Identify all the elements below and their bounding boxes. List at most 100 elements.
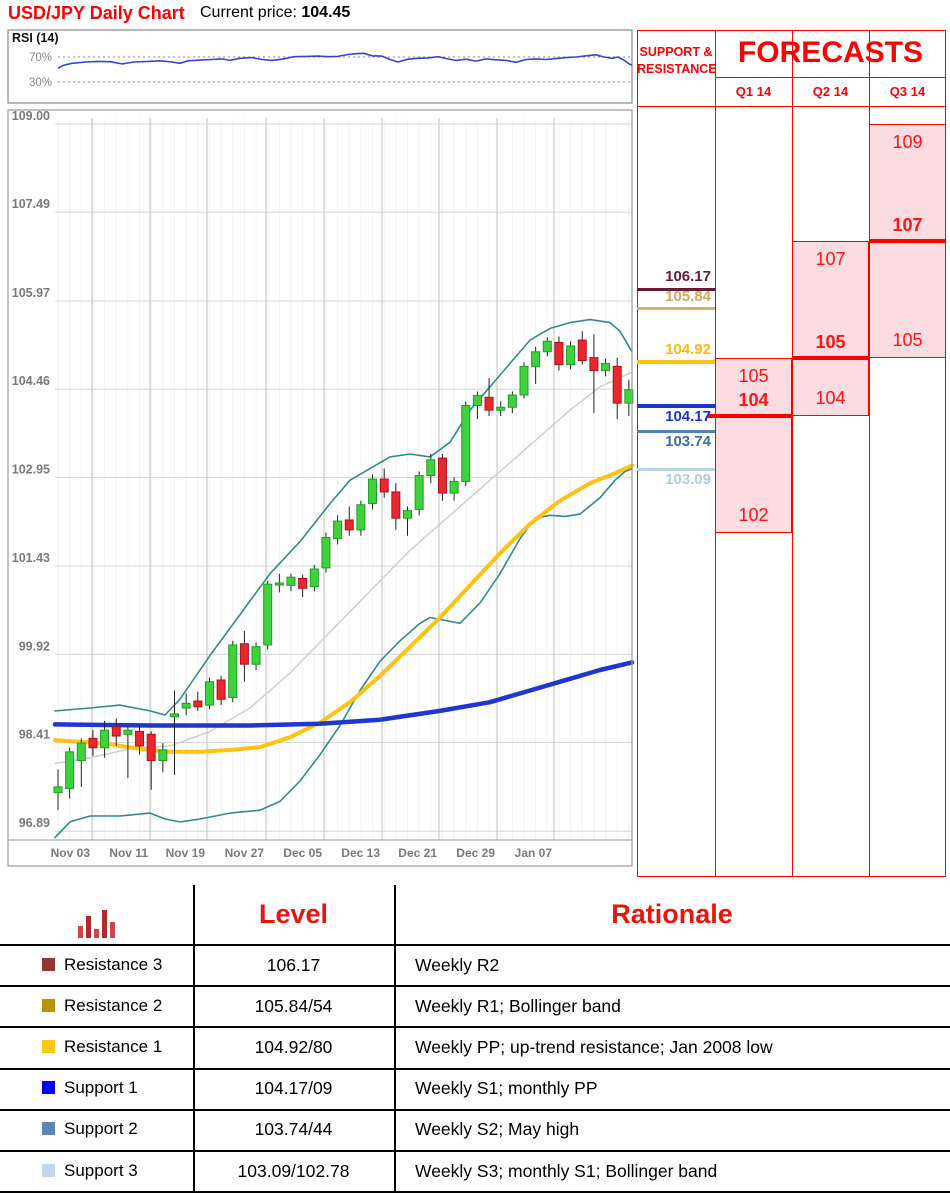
candle-up (65, 751, 75, 790)
candle-up (472, 395, 482, 406)
rsi-line (57, 52, 633, 70)
forecast-panel-border (637, 30, 946, 877)
candle-up (566, 345, 576, 366)
rsi-label: RSI (14) (12, 31, 59, 45)
candle-down (554, 341, 564, 366)
candle-up (274, 582, 284, 586)
forecasts-title: FORECASTS (737, 36, 923, 69)
sr-line-104.92 (637, 360, 715, 365)
sr-title-line2: RESISTANCE (637, 62, 717, 76)
sr-label-104.17: 104.17 (665, 408, 711, 426)
candle-up (519, 365, 529, 396)
sr-line-104.17 (637, 404, 715, 409)
candle-up (368, 478, 378, 505)
current-price-label: Current price: (200, 4, 302, 21)
forecast-range-q2-14 (792, 240, 869, 416)
row-rationale: Weekly R1; Bollinger band (415, 995, 621, 1016)
sr-line-103.74 (637, 429, 715, 433)
candle-up (76, 742, 86, 762)
candle-down (216, 679, 226, 700)
x-axis-tick-label: Dec 13 (341, 846, 380, 860)
candle-up (228, 644, 238, 698)
bar-chart-icon (110, 922, 115, 938)
row-name: Support 2 (64, 1119, 138, 1139)
forecast-central-value: 104 (738, 390, 769, 410)
sr-label-103.74: 103.74 (665, 433, 711, 451)
table-row-divider (0, 1067, 950, 1070)
row-level: 103.74/44 (254, 1119, 333, 1140)
candle-up (53, 786, 63, 794)
panel-column-divider (792, 30, 793, 877)
x-axis-tick-label: Dec 29 (456, 846, 495, 860)
bollinger-lower-line (54, 467, 633, 839)
forecast-range-q1-14 (715, 357, 792, 533)
chart-border (7, 109, 633, 867)
y-axis-tick-label: 101.43 (12, 551, 50, 565)
candle-up (461, 404, 471, 482)
candle-up (100, 729, 110, 749)
x-axis-tick-label: Nov 03 (51, 846, 91, 860)
table-column-divider (193, 885, 195, 1191)
candle-down (589, 357, 599, 371)
y-axis-tick-label: 105.97 (12, 286, 50, 300)
sr-line-106.17 (637, 287, 715, 291)
current-price-value: 104.45 (301, 4, 351, 21)
quarter-header-q1-14: Q1 14 (735, 84, 772, 99)
candle-up (204, 681, 214, 706)
rsi-lower-tick: 30% (29, 77, 52, 89)
x-axis-tick-label: Nov 27 (225, 846, 265, 860)
candle-down (111, 726, 121, 737)
y-axis-tick-label: 107.49 (12, 197, 50, 211)
candle-down (612, 365, 622, 404)
y-axis-tick-label: 99.92 (19, 639, 50, 653)
forecast-central-line (707, 414, 792, 418)
candle-up (321, 536, 331, 569)
forecast-central-value: 105 (815, 331, 846, 352)
sr-line-103.09 (637, 467, 715, 471)
bar-chart-icon (94, 929, 99, 938)
table-column-divider (394, 885, 396, 1191)
candle-up (333, 520, 343, 540)
candle-up (158, 749, 168, 762)
price-chart-canvas: RSI (14) 70% 30% 109.00 107.49 105.97 104.46 10… (7, 29, 635, 867)
candle-up (601, 362, 611, 371)
candle-up (263, 583, 273, 646)
sr-label-105.84: 105.84 (665, 287, 711, 305)
page-title: USD/JPY Daily Chart (8, 3, 185, 23)
forecast-high-value: 107 (815, 248, 846, 269)
table-row-divider (0, 1150, 950, 1152)
candle-down (193, 700, 203, 708)
candle-down (239, 643, 249, 665)
row-rationale: Weekly S3; monthly S1; Bollinger band (415, 1160, 718, 1181)
quarter-header-q2-14: Q2 14 (812, 84, 849, 99)
legend-swatch-support-2 (42, 1122, 55, 1136)
row-name: Resistance 3 (64, 954, 163, 974)
forecast-low-value: 104 (815, 388, 846, 408)
sr-line-105.84 (637, 307, 715, 310)
candle-down (391, 491, 401, 519)
x-axis-tick-label: Nov 19 (166, 846, 206, 860)
sr-label-104.92: 104.92 (665, 341, 711, 359)
candle-down (146, 733, 156, 762)
legend-swatch-support-1 (42, 1081, 55, 1095)
legend-swatch-support-3 (42, 1163, 55, 1177)
row-name: Resistance 2 (64, 995, 163, 1015)
x-axis-tick-label: Jan 07 (515, 846, 553, 860)
candle-up (251, 646, 261, 665)
candle-up (414, 475, 424, 510)
candle-up (449, 480, 459, 494)
rsi-upper-tick: 70% (29, 52, 52, 64)
forecast-high-value: 105 (738, 365, 769, 386)
bollinger-upper-line (54, 318, 633, 716)
candle-down (484, 396, 494, 411)
candle-up (624, 389, 634, 404)
row-name: Resistance 1 (64, 1037, 163, 1056)
bar-chart-icon (102, 910, 107, 938)
forecast-low-value: 105 (892, 329, 923, 350)
forecast-central-value: 107 (892, 214, 923, 235)
row-level: 103.09/102.78 (237, 1160, 350, 1181)
candle-down (437, 457, 447, 494)
candle-up (507, 394, 517, 408)
sr-label-106.17: 106.17 (665, 268, 711, 286)
row-rationale: Weekly PP; up-trend resistance; Jan 2008… (415, 1037, 773, 1057)
